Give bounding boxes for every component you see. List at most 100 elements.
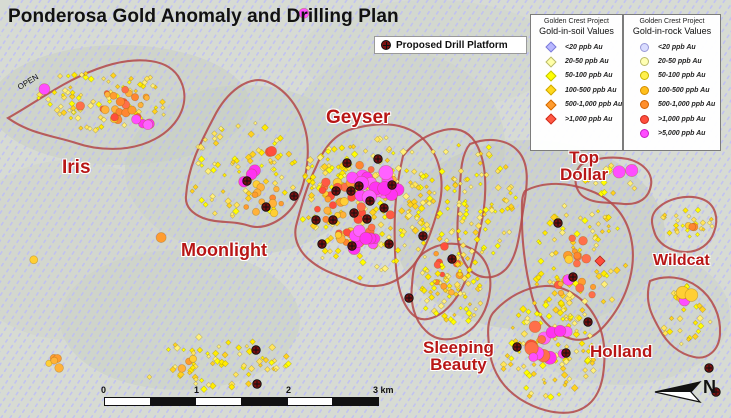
soil-sample-point <box>570 383 579 392</box>
soil-sample-point <box>499 207 506 214</box>
area-label-beauty: Beauty <box>430 355 487 374</box>
soil-sample-point <box>216 344 222 349</box>
soil-sample-point <box>474 172 480 178</box>
soil-sample-point <box>240 362 248 369</box>
soil-sample-point <box>216 133 224 141</box>
rock-sample-point <box>131 93 140 102</box>
soil-sample-point <box>442 287 448 294</box>
soil-sample-point <box>595 272 603 280</box>
soil-sample-point <box>161 112 166 117</box>
drill-platform-marker <box>379 203 389 213</box>
soil-sample-point <box>465 309 473 317</box>
soil-sample-point <box>600 178 608 187</box>
soil-sample-point <box>359 258 367 267</box>
soil-sample-point <box>566 375 573 382</box>
soil-sample-point <box>233 201 241 209</box>
soil-sample-point <box>66 107 72 113</box>
soil-sample-point <box>675 217 681 224</box>
rock-sample-point <box>448 288 455 296</box>
soil-sample-point <box>149 82 156 89</box>
rock-sample-point <box>568 234 576 243</box>
soil-sample-point <box>68 93 76 100</box>
prospect-outline <box>574 156 653 206</box>
soil-sample-point <box>306 156 315 165</box>
soil-sample-point <box>504 205 511 212</box>
soil-sample-point <box>488 206 496 214</box>
soil-sample-point <box>474 276 480 282</box>
soil-sample-point <box>478 172 485 178</box>
soil-sample-point <box>473 306 479 312</box>
soil-sample-point <box>608 296 616 303</box>
soil-sample-point <box>325 157 331 162</box>
soil-sample-point <box>390 150 396 156</box>
drill-platform-marker <box>347 241 357 251</box>
soil-sample-point <box>193 381 199 387</box>
soil-sample-point <box>546 278 553 285</box>
rock-legend-item: >5,000 ppb Au <box>628 126 716 140</box>
soil-sample-point <box>592 180 599 187</box>
soil-sample-point <box>555 341 561 348</box>
soil-sample-point <box>405 211 413 220</box>
drill-platform-marker <box>583 317 593 327</box>
soil-legend-label: <20 ppb Au <box>565 43 603 51</box>
soil-sample-line <box>63 0 339 418</box>
area-label-moonlight: Moonlight <box>181 240 267 260</box>
soil-sample-point <box>228 383 236 391</box>
soil-sample-point <box>525 308 532 315</box>
rock-sample-point <box>688 223 697 231</box>
rock-sample-point <box>104 91 111 98</box>
soil-sample-point <box>356 274 363 281</box>
soil-sample-point <box>159 98 166 106</box>
soil-sample-point <box>60 94 68 101</box>
soil-sample-point <box>419 199 427 207</box>
soil-sample-point <box>153 105 159 110</box>
soil-sample-line <box>576 181 731 418</box>
soil-sample-point <box>121 122 128 129</box>
soil-sample-point <box>581 297 589 305</box>
soil-sample-point <box>508 355 515 362</box>
soil-sample-line <box>54 0 330 418</box>
soil-sample-point <box>424 225 432 233</box>
rock-sample-point <box>155 232 167 243</box>
soil-sample-point <box>100 116 107 123</box>
soil-sample-point <box>409 183 415 189</box>
soil-legend-panel: Golden Crest Project Gold-in-soil Values… <box>530 14 623 151</box>
soil-sample-point <box>262 356 270 364</box>
soil-sample-point <box>268 343 277 352</box>
drill-platform-marker <box>242 176 252 186</box>
scale-segment <box>196 398 243 405</box>
soil-sample-point <box>533 310 541 317</box>
soil-sample-point <box>542 301 550 309</box>
prospect-outline <box>294 123 443 288</box>
soil-sample-line <box>648 291 731 418</box>
rock-sample-point <box>573 251 582 260</box>
soil-sample-point <box>213 357 222 365</box>
soil-sample-point <box>423 297 430 304</box>
rock-sample-point <box>528 320 542 333</box>
soil-sample-point <box>402 243 407 248</box>
soil-sample-point <box>273 367 278 373</box>
soil-sample-point <box>383 135 389 141</box>
soil-sample-point <box>441 298 448 305</box>
soil-sample-point <box>708 216 714 222</box>
soil-sample-line <box>621 250 731 418</box>
soil-sample-line <box>558 153 731 418</box>
soil-sample-point <box>284 360 292 368</box>
soil-sample-point <box>409 224 416 231</box>
soil-sample-point <box>291 159 298 165</box>
soil-sample-point <box>690 216 697 223</box>
soil-sample-point <box>545 312 553 320</box>
soil-sample-point <box>626 180 634 187</box>
soil-sample-point <box>593 268 600 275</box>
soil-sample-point <box>438 231 445 238</box>
soil-sample-point <box>232 207 240 216</box>
soil-sample-point <box>552 306 560 314</box>
rock-legend-item: >1,000 ppb Au <box>628 112 716 126</box>
soil-sample-point <box>456 251 461 256</box>
soil-sample-line <box>0 0 240 367</box>
soil-sample-point <box>260 355 265 361</box>
soil-sample-point <box>430 198 437 205</box>
soil-sample-point <box>606 224 611 229</box>
soil-sample-point <box>456 202 462 209</box>
